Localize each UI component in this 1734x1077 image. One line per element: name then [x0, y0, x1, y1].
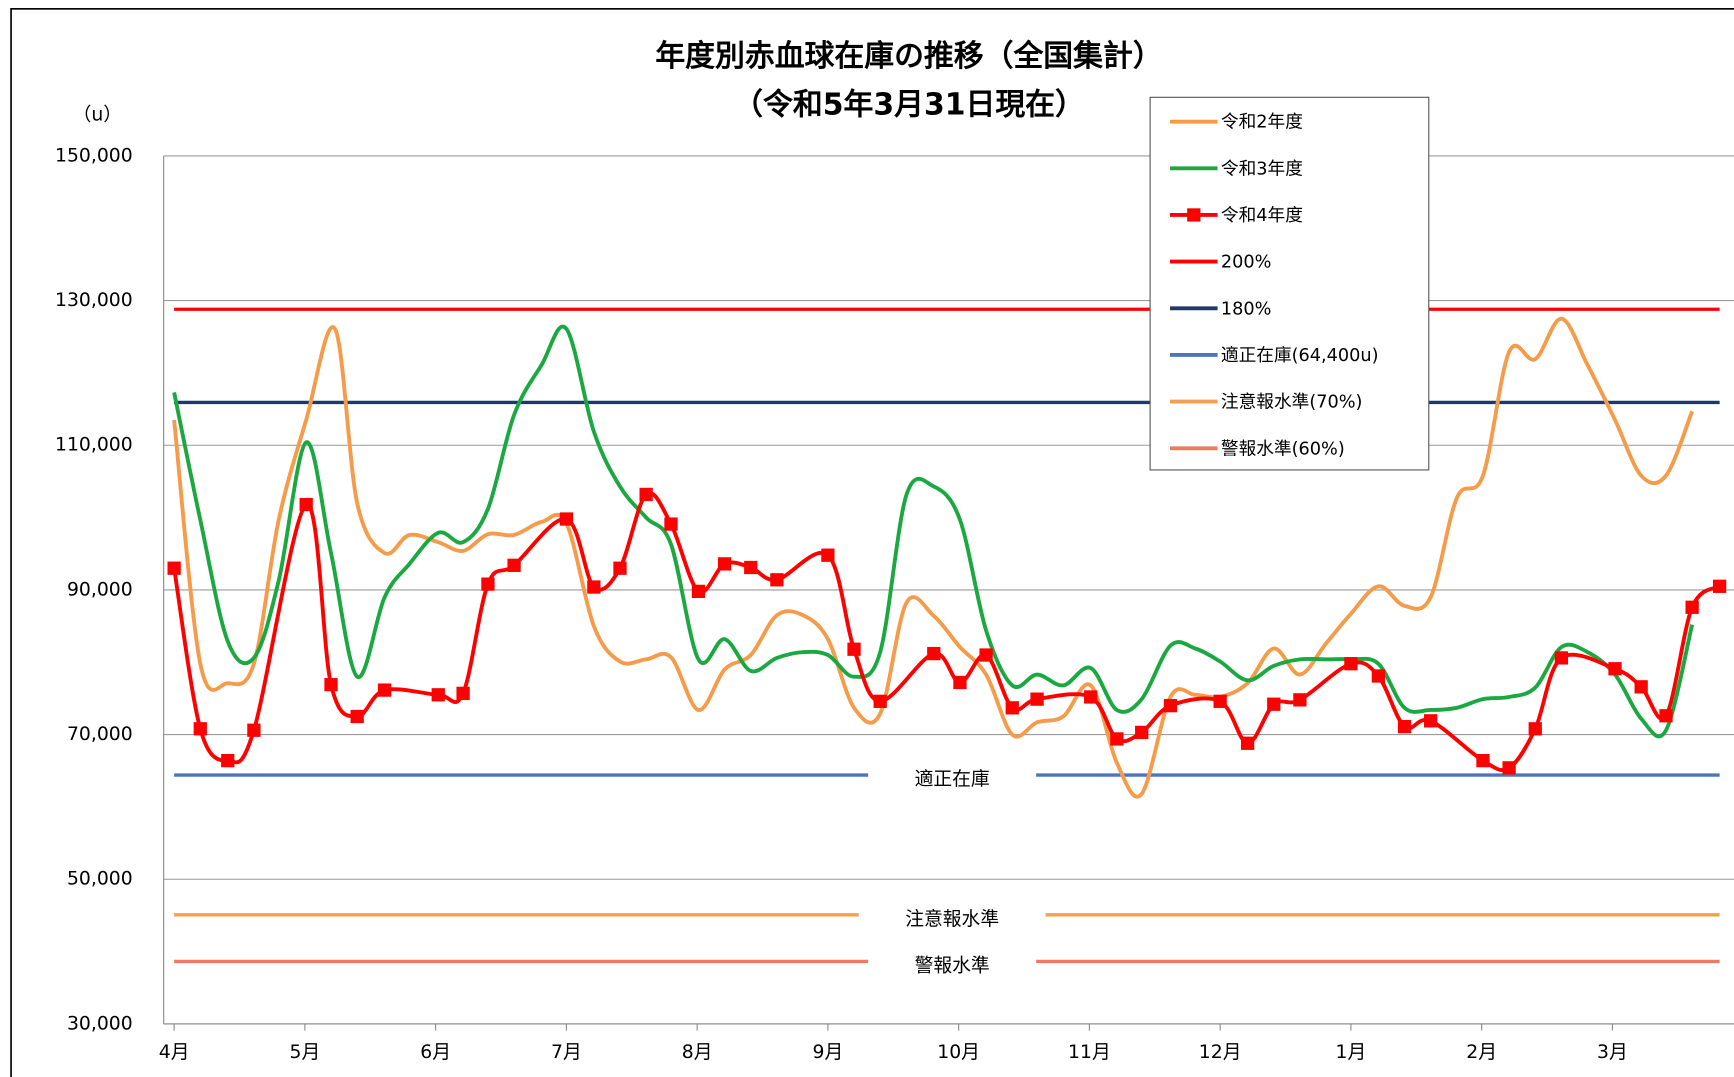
data-marker — [717, 557, 732, 571]
legend-label: 180% — [1221, 299, 1272, 319]
data-marker — [167, 561, 181, 575]
data-marker — [324, 678, 338, 692]
chart-frame — [10, 8, 1734, 1077]
data-marker — [587, 580, 601, 594]
x-tick-label: 3月 — [1597, 1042, 1628, 1063]
legend-label: 警報水準(60%) — [1221, 438, 1345, 459]
data-marker — [1084, 690, 1098, 704]
data-marker — [1371, 669, 1385, 683]
data-marker — [1397, 719, 1412, 734]
data-marker — [1267, 697, 1281, 711]
legend-label: 200% — [1221, 253, 1272, 273]
x-tick-label: 7月 — [551, 1042, 582, 1063]
legend-label: 令和3年度 — [1221, 158, 1303, 179]
y-tick-label: 150,000 — [55, 145, 133, 166]
data-marker — [1554, 651, 1569, 665]
y-tick-label: 130,000 — [55, 290, 133, 311]
y-tick-label: 90,000 — [67, 579, 133, 600]
chart-title: 年度別赤血球在庫の推移（全国集計） — [655, 39, 1162, 74]
chart-subtitle: （令和5年3月31日現在） — [733, 88, 1085, 123]
data-marker — [770, 573, 784, 587]
data-marker — [1213, 694, 1227, 708]
data-marker — [1135, 725, 1149, 740]
x-tick-label: 1月 — [1336, 1042, 1367, 1063]
x-tick-label: 6月 — [420, 1042, 451, 1063]
data-marker — [847, 642, 861, 656]
x-tick-label: 12月 — [1199, 1042, 1242, 1063]
legend-label: 適正在庫(64,400u) — [1221, 345, 1379, 366]
data-marker — [639, 487, 653, 502]
x-tick-label: 4月 — [159, 1042, 190, 1063]
x-tick-label: 9月 — [813, 1042, 844, 1063]
data-marker — [821, 548, 835, 562]
data-marker — [1634, 680, 1648, 694]
data-marker — [1163, 699, 1178, 713]
data-marker — [221, 753, 235, 768]
reference-label: 注意報水準 — [905, 908, 999, 930]
data-marker — [691, 584, 706, 598]
legend-marker — [1187, 208, 1201, 222]
legend-label: 注意報水準(70%) — [1221, 392, 1363, 413]
data-marker — [664, 517, 678, 531]
data-marker — [507, 558, 521, 572]
data-marker — [456, 686, 470, 700]
data-marker — [481, 577, 495, 591]
series-line — [172, 324, 1695, 739]
data-marker — [378, 683, 392, 697]
legend-label: 令和4年度 — [1221, 205, 1303, 226]
data-marker — [1344, 657, 1358, 671]
reference-label: 警報水準 — [915, 954, 990, 976]
data-marker — [1110, 732, 1124, 746]
y-tick-label: 70,000 — [67, 724, 133, 745]
data-marker — [1528, 722, 1542, 736]
data-marker — [350, 709, 364, 724]
data-marker — [873, 694, 887, 708]
y-tick-label: 110,000 — [55, 435, 133, 456]
x-tick-label: 8月 — [682, 1042, 713, 1063]
y-tick-label: 50,000 — [67, 869, 133, 890]
data-marker — [193, 722, 207, 736]
x-tick-label: 5月 — [290, 1042, 321, 1063]
y-unit: （u） — [73, 103, 122, 125]
data-marker — [1424, 714, 1438, 728]
data-marker — [559, 512, 574, 526]
data-marker — [744, 560, 758, 575]
data-marker — [299, 497, 313, 512]
data-marker — [1293, 693, 1307, 707]
data-marker — [1659, 709, 1673, 723]
series-line — [172, 316, 1694, 799]
x-tick-label: 2月 — [1466, 1042, 1497, 1063]
data-marker — [1502, 761, 1516, 775]
legend-label: 令和2年度 — [1221, 112, 1303, 133]
x-tick-label: 10月 — [937, 1042, 980, 1063]
y-tick-label: 30,000 — [67, 1013, 133, 1034]
data-marker — [1005, 701, 1019, 715]
data-marker — [953, 675, 967, 690]
reference-label: 適正在庫 — [915, 768, 990, 790]
data-marker — [431, 688, 445, 702]
data-marker — [1240, 736, 1255, 750]
data-marker — [247, 723, 261, 737]
data-marker — [1712, 579, 1727, 593]
data-marker — [1608, 662, 1622, 676]
data-marker — [1030, 692, 1044, 706]
data-marker — [1685, 600, 1699, 614]
data-marker — [927, 646, 941, 661]
data-marker — [613, 561, 627, 575]
x-tick-label: 11月 — [1068, 1042, 1111, 1063]
data-marker — [1476, 753, 1490, 768]
data-marker — [979, 648, 993, 662]
legend-box — [1149, 96, 1430, 471]
